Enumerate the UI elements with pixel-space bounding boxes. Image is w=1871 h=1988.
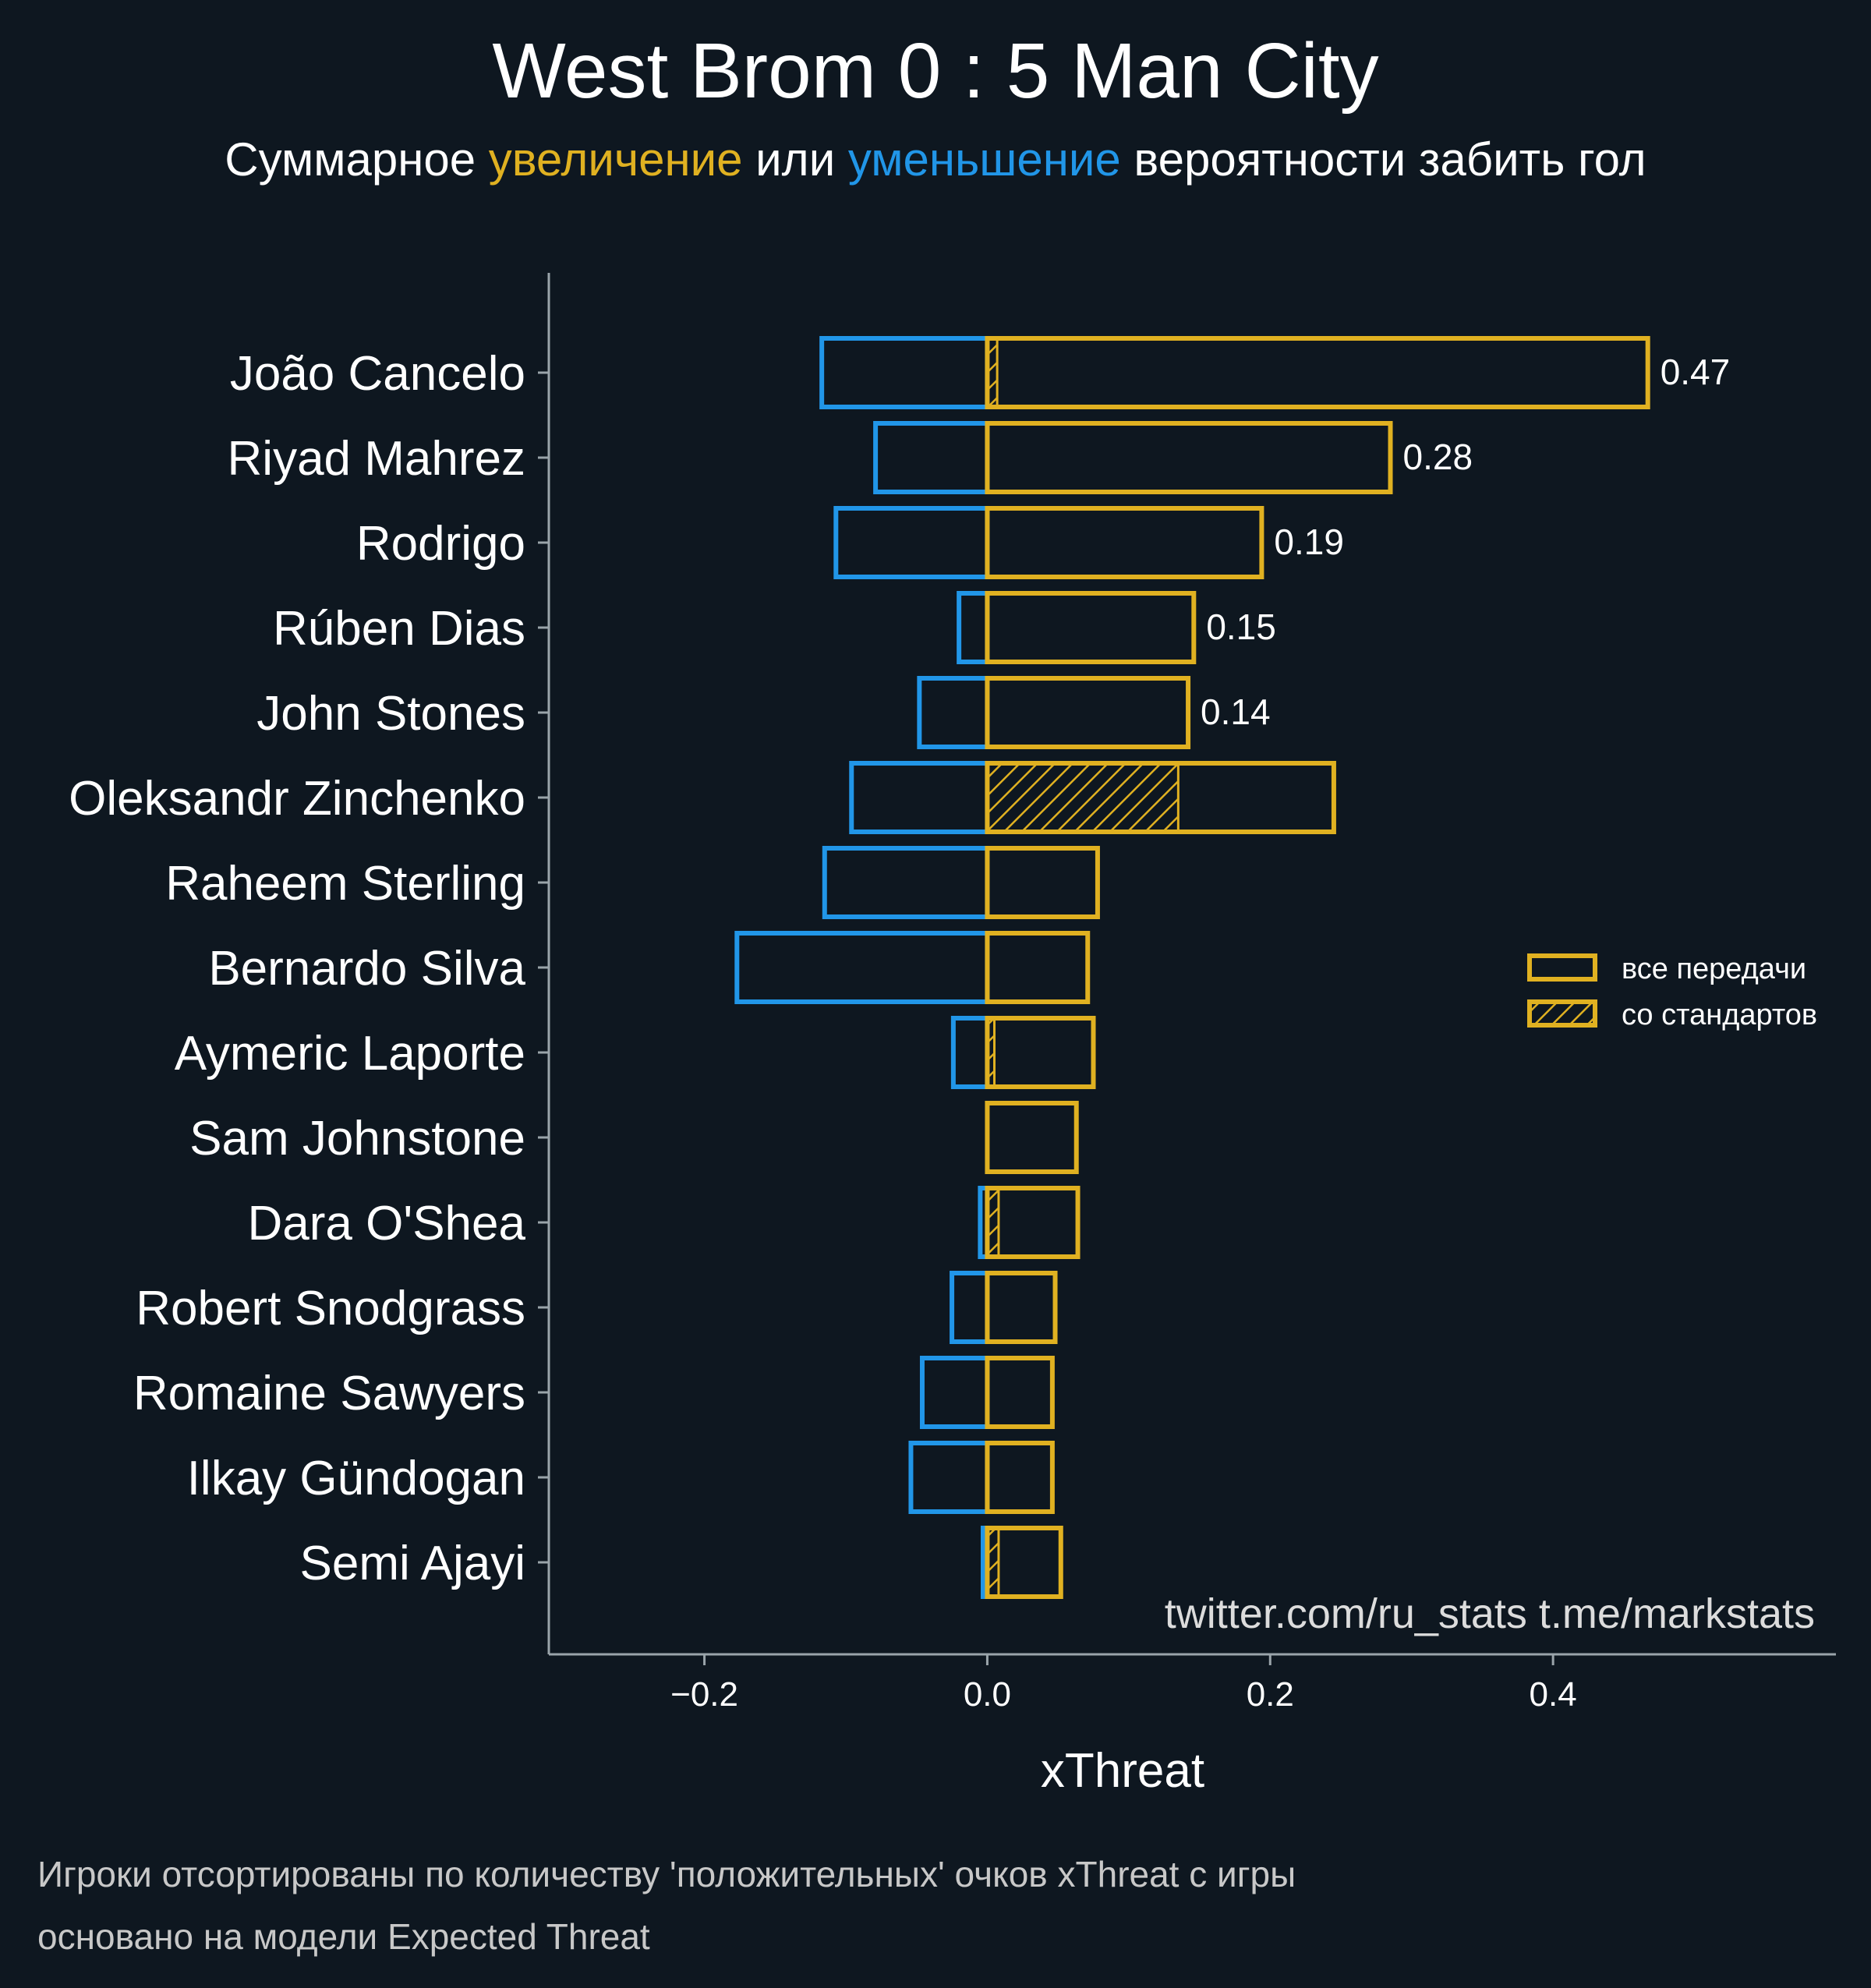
axes [547,273,1836,1656]
legend-label-all-passes: все передачи [1622,953,1806,985]
subtitle-part-3: или [743,133,848,186]
subtitle-increase: увеличение [489,133,743,186]
y-tick-label: Dara O'Shea [248,1197,526,1250]
footnote-line-1: Игроки отсортированы по количеству 'поло… [37,1854,1296,1894]
legend-label-set-pieces: со стандартов [1622,999,1817,1031]
bar-all-passes [985,1441,1055,1514]
subtitle-part-5: вероятности забить гол [1121,133,1646,186]
y-tick-label: Raheem Sterling [165,857,525,911]
bar-all-passes [985,506,1264,579]
y-tick-label: João Cancelo [230,347,525,401]
y-tick-label: Romaine Sawyers [133,1367,525,1420]
x-axis-label: xThreat [1041,1744,1204,1798]
data-label: 0.19 [1274,522,1344,562]
x-tick-label: −0.2 [670,1675,738,1714]
legend-swatch-all-passes [1527,953,1597,982]
y-tick-labels: João Cancelo Riyad Mahrez Rodrigo Rúben Dia… [69,347,549,1590]
bar-all-passes [985,421,1393,494]
data-labels: 0.47 0.28 0.19 0.15 0.14 [1201,352,1730,732]
data-label: 0.28 [1403,437,1473,477]
chart-subtitle: Суммарное увеличение или уменьшение веро… [225,133,1646,186]
bar-all-passes [985,761,1336,834]
bar-all-passes [985,336,1650,409]
subtitle-decrease: уменьшение [848,133,1121,186]
x-tick-label: 0.2 [1247,1675,1294,1714]
y-tick-label: Riyad Mahrez [228,432,525,486]
y-tick-label: Robert Snodgrass [136,1282,525,1335]
legend-swatch-set-pieces [1527,999,1597,1028]
bar-all-passes [985,1356,1055,1429]
y-tick-label: Oleksandr Zinchenko [69,772,525,826]
legend: все передачи со стандартов [1527,953,1817,1031]
data-label: 0.15 [1206,607,1276,647]
y-tick-label: Ilkay Gündogan [187,1452,525,1505]
bar-set-pieces [985,762,1180,833]
credits: twitter.com/ru_stats t.me/markstats [1165,1590,1815,1637]
bar-all-passes [985,931,1091,1004]
data-label: 0.47 [1661,352,1731,392]
chart-title: West Brom 0 : 5 Man City [492,27,1378,115]
x-tick-label: 0.4 [1530,1675,1577,1714]
y-tick-label: Rodrigo [356,517,525,571]
y-tick-label: Semi Ajayi [300,1537,525,1590]
bar-all-passes [985,846,1100,919]
bar-all-passes [985,591,1197,664]
y-tick-label: Sam Johnstone [189,1112,525,1166]
bar-all-passes [985,1526,1063,1599]
bar-all-passes [985,676,1191,749]
bar-all-passes [985,1016,1096,1089]
subtitle-part-1: Суммарное [225,133,488,186]
y-tick-label: Aymeric Laporte [175,1027,525,1081]
y-tick-label: Bernardo Silva [208,942,525,996]
data-label: 0.14 [1201,692,1271,732]
y-tick-label: Rúben Dias [273,602,525,656]
bars [734,336,1650,1599]
footnote-line-2: основано на модели Expected Threat [37,1916,650,1957]
x-ticks: −0.2 0.0 0.2 0.4 [670,1654,1577,1714]
bar-all-passes [985,1271,1058,1344]
x-tick-label: 0.0 [964,1675,1011,1714]
bar-all-passes [985,1101,1079,1174]
bar-all-passes [985,1186,1081,1259]
y-tick-label: John Stones [256,687,525,741]
